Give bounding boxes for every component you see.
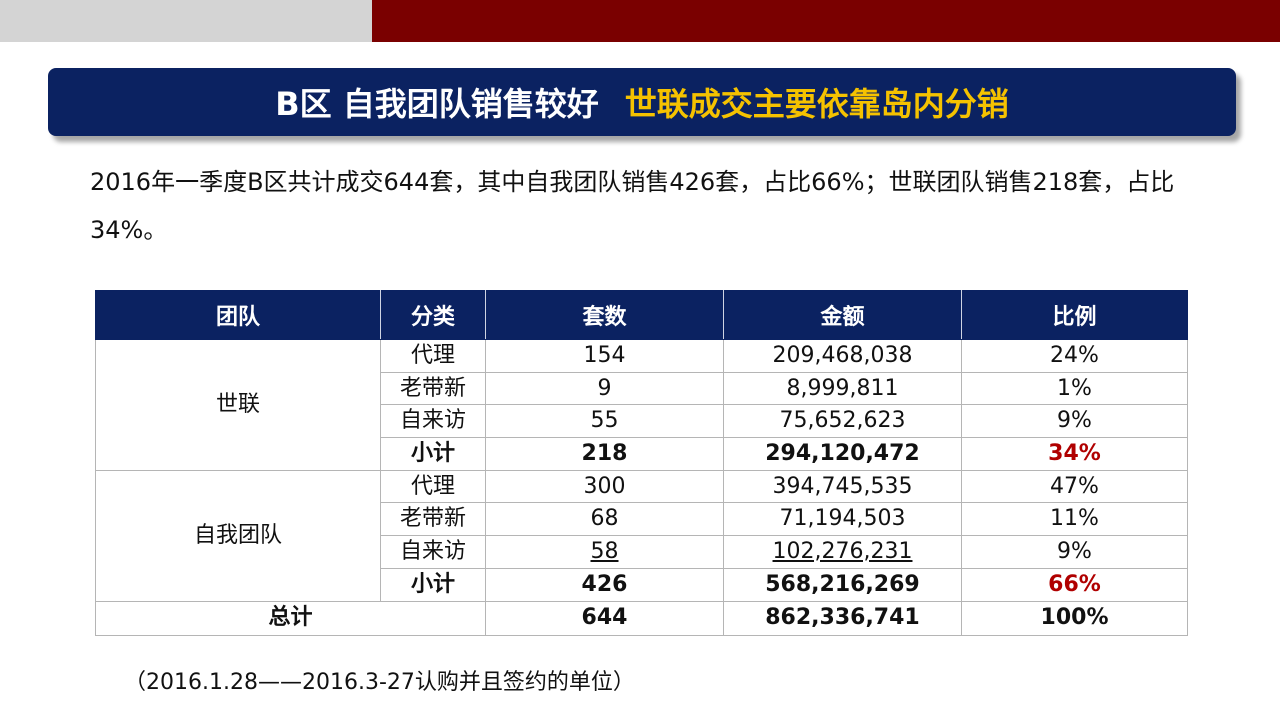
ratio-cell: 9% xyxy=(961,535,1188,569)
count-cell: 55 xyxy=(485,404,724,439)
category-cell: 老带新 xyxy=(380,502,486,537)
ratio-cell: 24% xyxy=(961,339,1188,373)
category-cell: 自来访 xyxy=(380,535,486,569)
title-highlight: 世联成交主要依靠岛内分销 xyxy=(624,85,1009,123)
header-team: 团队 xyxy=(95,290,381,340)
summary-text: 2016年一季度B区共计成交644套，其中自我团队销售426套，占比66%；世联… xyxy=(90,168,1175,244)
team-cell: 自我团队 xyxy=(95,469,381,602)
amount-cell: 394,745,535 xyxy=(723,469,962,504)
table-row: 自来访 58 102,276,231 9% xyxy=(96,535,1188,569)
subtotal-label: 小计 xyxy=(380,567,486,602)
title-banner: B区 自我团队销售较好 世联成交主要依靠岛内分销 xyxy=(48,68,1236,136)
amount-cell: 75,652,623 xyxy=(723,404,962,439)
ratio-cell: 47% xyxy=(961,469,1188,504)
top-bar-gray xyxy=(0,0,372,42)
amount-cell: 209,468,038 xyxy=(723,339,962,373)
total-amount: 862,336,741 xyxy=(723,600,962,636)
table-row: 自我团队 代理 300 394,745,535 47% xyxy=(95,469,1188,602)
ratio-cell: 9% xyxy=(961,404,1188,439)
subtotal-row: 小计 218 294,120,472 34% xyxy=(96,437,1188,471)
total-row: 总计 644 862,336,741 100% xyxy=(95,600,1188,636)
team-cell: 世联 xyxy=(95,339,381,471)
header-count: 套数 xyxy=(485,290,724,340)
top-bar-red xyxy=(372,0,1280,42)
sales-table: 团队 分类 套数 金额 比例 世联 代理 154 209,468,038 24%… xyxy=(95,290,1188,636)
count-cell: 300 xyxy=(485,469,724,504)
header-ratio: 比例 xyxy=(961,290,1188,340)
table-header-row: 团队 分类 套数 金额 比例 xyxy=(95,290,1188,340)
table-row: 世联 代理 154 209,468,038 24% xyxy=(95,339,1188,471)
amount-cell: 8,999,811 xyxy=(723,371,962,406)
subtotal-ratio: 66% xyxy=(961,567,1188,602)
category-cell: 代理 xyxy=(380,469,486,504)
total-label: 总计 xyxy=(95,600,486,636)
subtotal-count: 218 xyxy=(485,437,724,471)
table-row: 老带新 9 8,999,811 1% xyxy=(96,371,1188,406)
amount-cell: 71,194,503 xyxy=(723,502,962,537)
total-ratio: 100% xyxy=(961,600,1188,636)
category-cell: 自来访 xyxy=(380,404,486,439)
subtotal-amount: 568,216,269 xyxy=(723,567,962,602)
category-cell: 代理 xyxy=(380,339,486,373)
count-cell: 154 xyxy=(485,339,724,373)
subtotal-row: 小计 426 568,216,269 66% xyxy=(96,567,1188,602)
count-cell: 9 xyxy=(485,371,724,406)
total-count: 644 xyxy=(485,600,724,636)
header-amount: 金额 xyxy=(723,290,962,340)
category-cell: 老带新 xyxy=(380,371,486,406)
table-row: 自来访 55 75,652,623 9% xyxy=(96,404,1188,439)
subtotal-label: 小计 xyxy=(380,437,486,471)
table-row: 老带新 68 71,194,503 11% xyxy=(96,502,1188,537)
count-cell: 68 xyxy=(485,502,724,537)
ratio-cell: 11% xyxy=(961,502,1188,537)
footnote: （2016.1.28——2016.3-27认购并且签约的单位） xyxy=(124,670,635,695)
subtotal-count: 426 xyxy=(485,567,724,602)
ratio-cell: 1% xyxy=(961,371,1188,406)
title-primary: B区 自我团队销售较好 xyxy=(275,85,599,123)
amount-cell: 102,276,231 xyxy=(723,535,962,569)
count-cell: 58 xyxy=(485,535,724,569)
subtotal-amount: 294,120,472 xyxy=(723,437,962,471)
header-category: 分类 xyxy=(380,290,486,340)
subtotal-ratio: 34% xyxy=(961,437,1188,471)
